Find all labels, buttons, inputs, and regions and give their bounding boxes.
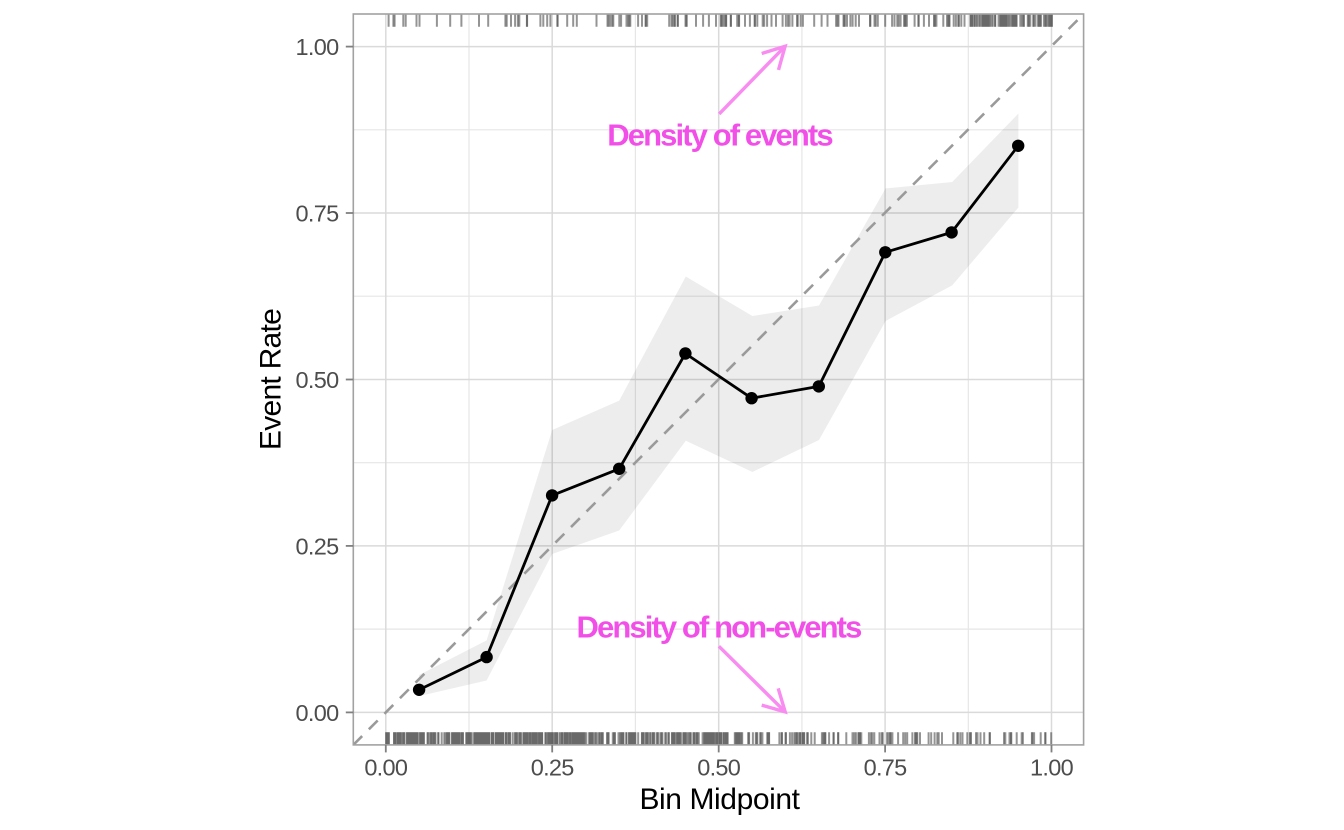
svg-text:0.50: 0.50 bbox=[296, 367, 340, 393]
svg-text:0.00: 0.00 bbox=[364, 755, 408, 781]
svg-text:Density of non-events: Density of non-events bbox=[577, 609, 862, 644]
svg-text:Density of events: Density of events bbox=[607, 117, 832, 152]
svg-text:0.75: 0.75 bbox=[296, 200, 340, 226]
svg-text:Bin Midpoint: Bin Midpoint bbox=[639, 783, 800, 816]
svg-text:0.50: 0.50 bbox=[697, 755, 741, 781]
svg-text:Event Rate: Event Rate bbox=[254, 309, 287, 450]
svg-text:0.25: 0.25 bbox=[296, 533, 340, 559]
svg-text:1.00: 1.00 bbox=[296, 34, 340, 60]
svg-text:0.75: 0.75 bbox=[864, 755, 908, 781]
svg-text:0.25: 0.25 bbox=[531, 755, 575, 781]
svg-text:1.00: 1.00 bbox=[1030, 755, 1074, 781]
svg-text:0.00: 0.00 bbox=[296, 700, 340, 726]
